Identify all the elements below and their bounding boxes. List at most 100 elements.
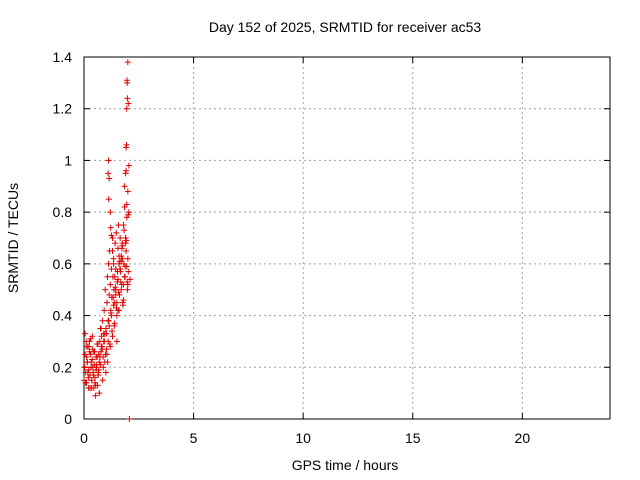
data-point <box>82 379 89 386</box>
y-tick-label: 1.4 <box>53 49 73 65</box>
data-point <box>105 170 112 177</box>
data-point <box>101 307 108 314</box>
data-point <box>90 372 97 379</box>
data-point <box>110 294 117 301</box>
data-point <box>97 348 104 355</box>
data-point <box>105 157 112 164</box>
x-tick-label: 5 <box>190 430 198 446</box>
data-points <box>81 59 134 422</box>
x-tick-label: 15 <box>405 430 421 446</box>
data-point <box>104 273 111 280</box>
data-point <box>106 341 113 348</box>
data-point <box>107 209 114 216</box>
data-point <box>123 201 130 208</box>
data-point <box>121 273 128 280</box>
data-point <box>120 297 127 304</box>
data-point <box>120 302 127 309</box>
data-point <box>123 247 130 254</box>
data-point <box>106 291 113 298</box>
data-point <box>108 232 115 239</box>
data-point <box>102 369 109 376</box>
data-point <box>123 167 130 174</box>
data-point <box>87 384 94 391</box>
data-point <box>125 211 132 218</box>
y-tick-label: 0.2 <box>53 359 73 375</box>
data-point <box>114 307 121 314</box>
data-point <box>125 209 132 216</box>
data-point <box>110 302 117 309</box>
data-point <box>100 364 107 371</box>
data-point <box>125 268 132 275</box>
axis-ticks: 0 5 10 15 20 0 0.2 0.4 0.6 0.8 1 1.2 1.4 <box>53 49 610 446</box>
data-point <box>82 330 89 337</box>
y-tick-label: 0.8 <box>53 204 73 220</box>
data-point <box>110 260 117 267</box>
data-point <box>104 359 111 366</box>
data-point <box>114 268 121 275</box>
data-point <box>118 286 125 293</box>
chart-title: Day 152 of 2025, SRMTID for receiver ac5… <box>209 19 482 35</box>
data-point <box>111 322 118 329</box>
data-point <box>124 59 131 66</box>
data-point <box>89 356 96 363</box>
data-point <box>127 276 134 283</box>
data-point <box>124 255 131 262</box>
data-point <box>109 247 116 254</box>
data-point <box>87 351 94 358</box>
data-point <box>89 364 96 371</box>
data-point <box>119 255 126 262</box>
x-tick-label: 0 <box>80 430 88 446</box>
data-point <box>125 162 132 169</box>
data-point <box>93 361 100 368</box>
plot-frame <box>83 56 611 420</box>
x-tick-label: 10 <box>295 430 311 446</box>
y-tick-label: 1 <box>64 152 72 168</box>
data-point <box>113 229 120 236</box>
data-point <box>113 338 120 345</box>
data-point <box>113 312 120 319</box>
x-tick-label: 20 <box>515 430 531 446</box>
data-point <box>86 338 93 345</box>
data-point <box>83 353 90 360</box>
data-point <box>126 416 133 422</box>
data-point <box>112 291 119 298</box>
data-point <box>123 105 130 112</box>
data-point <box>92 382 99 389</box>
data-point <box>122 263 129 270</box>
data-point <box>112 286 119 293</box>
data-point <box>99 377 106 384</box>
data-point <box>89 333 96 340</box>
data-point <box>115 289 122 296</box>
data-point <box>96 390 103 397</box>
data-point <box>94 341 101 348</box>
data-point <box>111 273 118 280</box>
data-point <box>104 299 111 306</box>
data-point <box>103 330 110 337</box>
data-point <box>122 235 129 241</box>
data-point <box>123 77 130 84</box>
data-point <box>105 317 112 324</box>
data-point <box>99 346 106 353</box>
data-point <box>96 353 103 360</box>
data-point <box>88 377 95 384</box>
data-point <box>96 359 103 366</box>
data-point <box>120 281 127 288</box>
data-point <box>113 299 120 306</box>
data-point <box>109 235 116 241</box>
data-point <box>98 343 105 350</box>
data-point <box>81 364 88 371</box>
data-point <box>106 175 113 182</box>
data-point <box>91 379 98 386</box>
data-point <box>109 328 116 335</box>
data-point <box>105 260 112 267</box>
data-point <box>88 359 95 366</box>
data-point <box>120 260 127 267</box>
grid <box>84 57 610 419</box>
data-point <box>98 325 105 332</box>
data-point <box>123 237 130 244</box>
data-point <box>125 100 132 107</box>
data-point <box>106 322 113 329</box>
data-point <box>92 392 99 399</box>
